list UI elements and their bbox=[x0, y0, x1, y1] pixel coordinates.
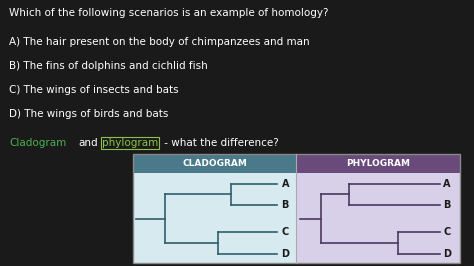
Text: CLADOGRAM: CLADOGRAM bbox=[182, 159, 247, 168]
Bar bbox=[296, 154, 460, 173]
Text: D: D bbox=[444, 249, 451, 259]
Text: C: C bbox=[444, 227, 451, 237]
Text: phylogram: phylogram bbox=[102, 138, 158, 148]
Text: Which of the following scenarios is an example of homology?: Which of the following scenarios is an e… bbox=[9, 8, 329, 18]
Bar bbox=[133, 154, 296, 173]
Bar bbox=[133, 173, 296, 263]
Text: and: and bbox=[78, 138, 98, 148]
Text: A: A bbox=[282, 179, 289, 189]
Text: B) The fins of dolphins and cichlid fish: B) The fins of dolphins and cichlid fish bbox=[9, 61, 208, 71]
Text: Cladogram: Cladogram bbox=[9, 138, 67, 148]
Text: C: C bbox=[282, 227, 289, 237]
Text: B: B bbox=[444, 200, 451, 210]
Bar bbox=[296, 173, 460, 263]
Text: B: B bbox=[282, 200, 289, 210]
Text: PHYLOGRAM: PHYLOGRAM bbox=[346, 159, 410, 168]
Text: D: D bbox=[282, 249, 290, 259]
Text: C) The wings of insects and bats: C) The wings of insects and bats bbox=[9, 85, 179, 95]
Bar bbox=[133, 154, 460, 263]
Text: D) The wings of birds and bats: D) The wings of birds and bats bbox=[9, 109, 169, 119]
Text: - what the difference?: - what the difference? bbox=[161, 138, 279, 148]
Text: A: A bbox=[444, 179, 451, 189]
Text: A) The hair present on the body of chimpanzees and man: A) The hair present on the body of chimp… bbox=[9, 37, 310, 47]
